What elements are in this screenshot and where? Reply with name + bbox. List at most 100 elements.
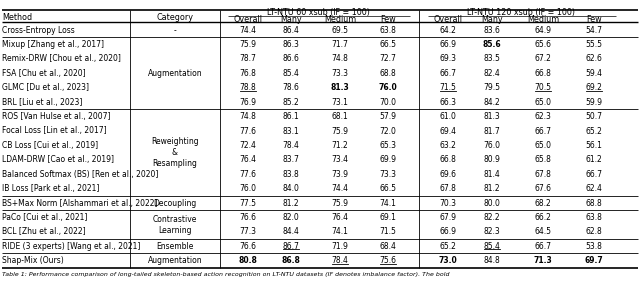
Text: 65.0: 65.0	[534, 98, 552, 107]
Text: 71.3: 71.3	[534, 256, 552, 265]
Text: Category: Category	[157, 14, 193, 22]
Text: 66.5: 66.5	[380, 40, 397, 49]
Text: 69.1: 69.1	[380, 213, 396, 222]
Text: Medium: Medium	[324, 15, 356, 24]
Text: Mixup [Zhang et al., 2017]: Mixup [Zhang et al., 2017]	[2, 40, 104, 49]
Text: 66.5: 66.5	[380, 184, 397, 193]
Text: 82.4: 82.4	[484, 69, 500, 78]
Text: Remix-DRW [Chou et al., 2020]: Remix-DRW [Chou et al., 2020]	[2, 55, 121, 64]
Text: 63.8: 63.8	[586, 213, 602, 222]
Text: 81.2: 81.2	[283, 198, 300, 208]
Text: 75.9: 75.9	[239, 40, 257, 49]
Text: 76.4: 76.4	[332, 213, 349, 222]
Text: 78.7: 78.7	[239, 55, 257, 64]
Text: Decoupling: Decoupling	[154, 198, 196, 208]
Text: Medium: Medium	[527, 15, 559, 24]
Text: 72.7: 72.7	[380, 55, 396, 64]
Text: 76.8: 76.8	[239, 69, 257, 78]
Text: 67.8: 67.8	[534, 170, 552, 179]
Text: FSA [Chu et al., 2020]: FSA [Chu et al., 2020]	[2, 69, 86, 78]
Text: Overall: Overall	[234, 15, 262, 24]
Text: 85.6: 85.6	[483, 40, 501, 49]
Text: 66.7: 66.7	[534, 242, 552, 251]
Text: BRL [Liu et al., 2023]: BRL [Liu et al., 2023]	[2, 98, 83, 107]
Text: 85.4: 85.4	[283, 69, 300, 78]
Text: 64.5: 64.5	[534, 227, 552, 236]
Text: 86.7: 86.7	[283, 242, 300, 251]
Text: 59.9: 59.9	[586, 98, 602, 107]
Text: 66.7: 66.7	[440, 69, 456, 78]
Text: 82.0: 82.0	[283, 213, 300, 222]
Text: 84.2: 84.2	[484, 98, 500, 107]
Text: 74.8: 74.8	[239, 112, 257, 121]
Text: Focal Loss [Lin et al., 2017]: Focal Loss [Lin et al., 2017]	[2, 126, 107, 135]
Text: 75.6: 75.6	[380, 256, 397, 265]
Text: IB Loss [Park et al., 2021]: IB Loss [Park et al., 2021]	[2, 184, 99, 193]
Text: 75.9: 75.9	[332, 126, 349, 135]
Text: 57.9: 57.9	[380, 112, 397, 121]
Text: Ensemble: Ensemble	[156, 242, 194, 251]
Text: 75.9: 75.9	[332, 198, 349, 208]
Text: 86.4: 86.4	[283, 26, 300, 35]
Text: 79.5: 79.5	[483, 83, 500, 92]
Text: 84.8: 84.8	[484, 256, 500, 265]
Text: 80.8: 80.8	[239, 256, 257, 265]
Text: 62.8: 62.8	[586, 227, 602, 236]
Text: 86.6: 86.6	[283, 55, 300, 64]
Text: Many: Many	[481, 15, 503, 24]
Text: 81.3: 81.3	[484, 112, 500, 121]
Text: 73.4: 73.4	[332, 155, 349, 164]
Text: 68.2: 68.2	[534, 198, 552, 208]
Text: 62.4: 62.4	[586, 184, 602, 193]
Text: Few: Few	[586, 15, 602, 24]
Text: 77.6: 77.6	[239, 126, 257, 135]
Text: ROS [Van Hulse et al., 2007]: ROS [Van Hulse et al., 2007]	[2, 112, 111, 121]
Text: 66.3: 66.3	[440, 98, 456, 107]
Text: 78.6: 78.6	[283, 83, 300, 92]
Text: CB Loss [Cui et al., 2019]: CB Loss [Cui et al., 2019]	[2, 141, 98, 150]
Text: Augmentation: Augmentation	[148, 69, 202, 78]
Text: 66.2: 66.2	[534, 213, 552, 222]
Text: 83.1: 83.1	[283, 126, 300, 135]
Text: 68.1: 68.1	[332, 112, 348, 121]
Text: Few: Few	[380, 15, 396, 24]
Text: 85.4: 85.4	[484, 242, 500, 251]
Text: Reweighting
&
Resampling: Reweighting & Resampling	[151, 137, 199, 168]
Text: 86.8: 86.8	[282, 256, 300, 265]
Text: 85.2: 85.2	[283, 98, 300, 107]
Text: 69.9: 69.9	[380, 155, 397, 164]
Text: 78.4: 78.4	[283, 141, 300, 150]
Text: 78.8: 78.8	[239, 83, 257, 92]
Text: 82.2: 82.2	[484, 213, 500, 222]
Text: 81.2: 81.2	[484, 184, 500, 193]
Text: 80.9: 80.9	[484, 155, 500, 164]
Text: 63.8: 63.8	[380, 26, 396, 35]
Text: 61.2: 61.2	[586, 155, 602, 164]
Text: 65.2: 65.2	[586, 126, 602, 135]
Text: 69.4: 69.4	[440, 126, 456, 135]
Text: 76.4: 76.4	[239, 155, 257, 164]
Text: 71.9: 71.9	[332, 242, 348, 251]
Text: 72.0: 72.0	[380, 126, 396, 135]
Text: 70.3: 70.3	[440, 198, 456, 208]
Text: 66.8: 66.8	[440, 155, 456, 164]
Text: 71.5: 71.5	[440, 83, 456, 92]
Text: 76.6: 76.6	[239, 242, 257, 251]
Text: 65.6: 65.6	[534, 40, 552, 49]
Text: GLMC [Du et al., 2023]: GLMC [Du et al., 2023]	[2, 83, 89, 92]
Text: 71.5: 71.5	[380, 227, 396, 236]
Text: 80.0: 80.0	[484, 198, 500, 208]
Text: 73.3: 73.3	[380, 170, 397, 179]
Text: 65.3: 65.3	[380, 141, 397, 150]
Text: 68.4: 68.4	[380, 242, 396, 251]
Text: 76.0: 76.0	[239, 184, 257, 193]
Text: LT-NTU 60 xsub (IF = 100): LT-NTU 60 xsub (IF = 100)	[267, 8, 369, 18]
Text: 67.8: 67.8	[440, 184, 456, 193]
Text: 86.3: 86.3	[283, 40, 300, 49]
Text: BCL [Zhu et al., 2022]: BCL [Zhu et al., 2022]	[2, 227, 86, 236]
Text: 86.1: 86.1	[283, 112, 300, 121]
Text: 64.9: 64.9	[534, 26, 552, 35]
Text: 77.5: 77.5	[239, 198, 257, 208]
Text: 83.5: 83.5	[484, 55, 500, 64]
Text: 62.6: 62.6	[586, 55, 602, 64]
